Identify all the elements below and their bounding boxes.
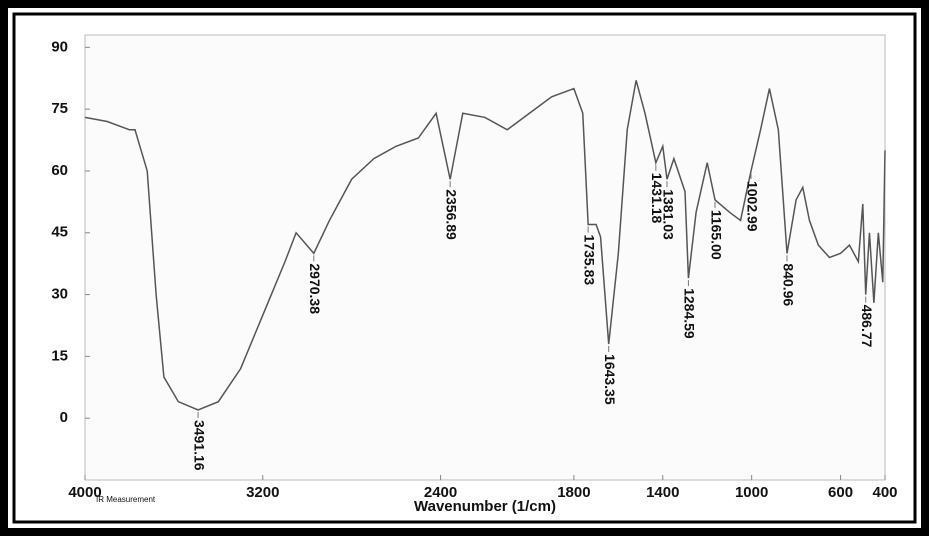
x-tick-label: 600 xyxy=(828,484,853,501)
spectrum-line xyxy=(84,80,886,411)
peak-label: 1165.00 xyxy=(708,210,724,260)
peak-label: 1735.83 xyxy=(581,235,597,286)
plot-area xyxy=(84,34,886,481)
y-tick-label: 45 xyxy=(51,224,68,241)
x-tick-label: 400 xyxy=(872,484,897,501)
y-tick-label: 30 xyxy=(51,286,68,303)
x-tick-label: 1800 xyxy=(557,484,590,501)
y-tick-label: 75 xyxy=(51,100,68,117)
peak-label: 1284.59 xyxy=(682,288,698,339)
peak-label: 3491.16 xyxy=(191,420,207,471)
y-tick-label: 0 xyxy=(60,409,68,426)
footnote: IR Measurement xyxy=(96,495,156,504)
peak-label: 486.77 xyxy=(859,305,875,348)
peak-label: 840.96 xyxy=(780,263,796,306)
peak-label: 2356.89 xyxy=(443,189,459,240)
x-tick-label: 2400 xyxy=(424,484,457,501)
y-tick-label: 90 xyxy=(51,38,68,55)
x-tick-label: 3200 xyxy=(246,484,279,501)
frame-inner xyxy=(12,12,917,524)
y-tick-label: 60 xyxy=(51,162,68,179)
peak-label: 1431.18 xyxy=(649,173,665,224)
y-tick-label: 15 xyxy=(51,347,68,364)
peak-label: 1643.35 xyxy=(602,354,618,405)
x-tick-label: 1000 xyxy=(735,484,768,501)
x-axis-label: Wavenumber (1/cm) xyxy=(414,498,556,515)
peak-label: 1381.03 xyxy=(660,189,676,240)
x-tick-label: 4000 xyxy=(68,484,101,501)
x-tick-label: 1400 xyxy=(646,484,679,501)
peak-label: 1002.99 xyxy=(744,181,760,232)
peak-label: 2970.38 xyxy=(307,263,323,314)
